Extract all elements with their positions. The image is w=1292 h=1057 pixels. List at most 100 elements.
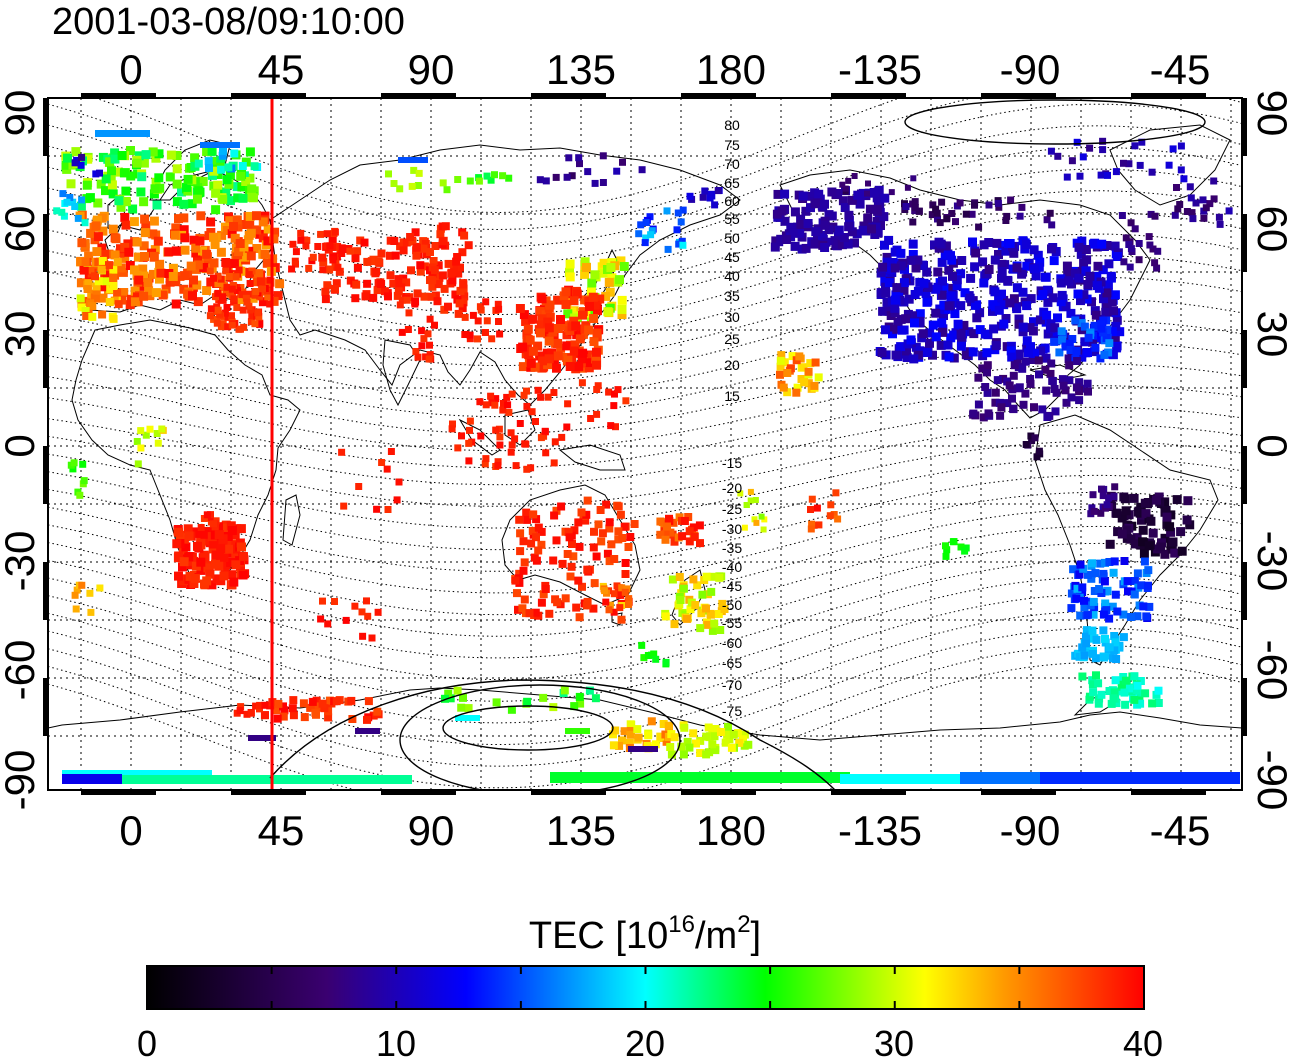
tec-cell (242, 294, 250, 302)
contour-label: 15 (724, 388, 740, 404)
tec-cell (1121, 506, 1131, 516)
tec-cell (1014, 349, 1024, 359)
tec-cell (1031, 434, 1039, 442)
tec-cell (332, 279, 341, 288)
tec-cell (181, 542, 191, 552)
tec-cell (1065, 340, 1074, 349)
tec-cell (975, 325, 985, 335)
tec-cell (565, 533, 574, 542)
tec-cell (158, 425, 166, 433)
tec-cell (1182, 515, 1192, 525)
tec-cell (248, 312, 256, 320)
tec-cell (695, 521, 704, 530)
tec-cell (334, 263, 342, 271)
tec-cell (1113, 252, 1122, 261)
tec-cell (398, 157, 428, 163)
tec-cell (716, 626, 725, 634)
tec-cell (1075, 570, 1084, 579)
right-lat-label: -90 (1249, 750, 1292, 811)
tec-cell (544, 354, 554, 364)
tec-cell (673, 226, 681, 234)
tec-cell (1080, 322, 1089, 331)
tec-cell (959, 320, 969, 330)
tec-cell (1008, 394, 1016, 403)
tec-cell (436, 230, 445, 239)
tec-cell (174, 214, 183, 224)
top-lon-label: -135 (838, 46, 922, 93)
tec-cell (1041, 353, 1051, 363)
tec-cell (1105, 494, 1113, 502)
tec-cell (455, 715, 480, 721)
tec-cell (557, 502, 566, 511)
tec-cell (617, 615, 626, 624)
tec-cell (476, 398, 484, 406)
tec-cell (1111, 483, 1119, 491)
tec-cell (355, 483, 363, 490)
tec-cell (153, 236, 163, 246)
tec-cell (466, 335, 474, 343)
tec-cell (530, 553, 539, 562)
tec-cell (360, 238, 369, 247)
tec-cell (262, 258, 272, 268)
tec-cell (989, 324, 999, 334)
tec-cell (552, 363, 561, 373)
tec-cell (1076, 560, 1085, 569)
tec-cell (1090, 306, 1100, 316)
frame-tick-left (43, 446, 48, 504)
tec-cell (331, 228, 339, 236)
tec-cell (225, 273, 233, 280)
tec-cell (109, 265, 118, 274)
tec-cell (542, 177, 550, 185)
tec-cell (909, 218, 917, 226)
tec-cell (78, 196, 86, 204)
magnetic-contour (48, 594, 1242, 724)
tec-cell (1078, 588, 1087, 596)
tec-cell (138, 264, 148, 274)
tec-cell (1038, 405, 1047, 414)
left-lat-label: -30 (0, 531, 43, 592)
tec-cell (925, 338, 934, 348)
tec-cell (136, 187, 146, 197)
tec-cell (568, 172, 576, 180)
tec-cell (882, 270, 892, 280)
tec-cell (773, 189, 783, 199)
tec-cell (482, 298, 490, 306)
tec-cell (314, 702, 323, 711)
tec-cell (1119, 610, 1128, 619)
tec-cell (1094, 679, 1103, 688)
tec-cell (626, 720, 635, 729)
tec-cell (991, 388, 1000, 397)
tec-cell (258, 297, 268, 307)
tec-cell (491, 401, 499, 409)
tec-cell (547, 348, 557, 358)
tec-cell (664, 245, 672, 253)
tec-cell (663, 522, 671, 531)
tec-cell (233, 304, 241, 311)
tec-cell (474, 317, 482, 325)
frame-tick-left (43, 98, 48, 156)
tec-cell (941, 241, 951, 251)
tec-cell (975, 223, 983, 231)
tec-cell (922, 297, 932, 307)
tec-cell (1083, 379, 1092, 388)
tec-cell (788, 228, 798, 238)
tec-cell (137, 172, 147, 182)
tec-cell (1099, 492, 1107, 500)
tec-cell (351, 602, 359, 610)
tec-cell (448, 425, 456, 433)
tec-cell (353, 247, 362, 256)
tec-cell (374, 608, 382, 616)
tec-cell (266, 300, 274, 308)
tec-cell (1097, 690, 1106, 699)
tec-cell (1185, 520, 1195, 530)
tec-cell (1165, 522, 1175, 532)
tec-cell (1123, 577, 1132, 586)
tec-cell (492, 426, 500, 434)
tec-cell (217, 230, 227, 240)
tec-cell (553, 598, 562, 607)
tec-cell (1092, 635, 1101, 644)
tec-cell (1099, 294, 1108, 304)
tec-cell (1146, 241, 1154, 249)
tec-cell (710, 619, 719, 628)
tec-cell (292, 260, 299, 268)
